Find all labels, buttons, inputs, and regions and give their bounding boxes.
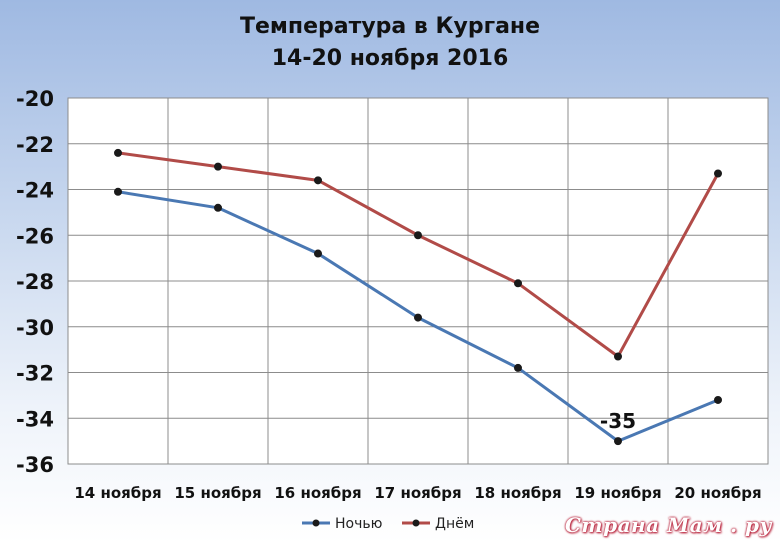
- data-point: [514, 279, 522, 288]
- y-tick-label: -26: [16, 224, 54, 248]
- chart-title: Температура в Кургане: [239, 14, 541, 39]
- data-point: [214, 162, 222, 171]
- data-point: [114, 148, 122, 157]
- data-point: [714, 169, 722, 178]
- x-tick-label: 16 ноября: [274, 484, 361, 502]
- data-point: [114, 187, 122, 196]
- y-tick-label: -36: [16, 453, 54, 477]
- data-point: [314, 176, 322, 185]
- y-tick-label: -32: [16, 362, 54, 386]
- x-tick-label: 14 ноября: [74, 484, 161, 502]
- y-tick-label: -20: [16, 87, 54, 111]
- x-tick-label: 17 ноября: [374, 484, 461, 502]
- data-label: -35: [600, 409, 636, 433]
- data-point: [714, 395, 722, 404]
- data-point: [414, 231, 422, 240]
- legend-label: Днём: [435, 516, 474, 532]
- y-tick-label: -22: [16, 133, 54, 157]
- x-tick-label: 15 ноября: [174, 484, 261, 502]
- y-tick-label: -28: [16, 270, 54, 294]
- legend-label: Ночью: [335, 516, 383, 532]
- x-tick-label: 18 ноября: [474, 484, 561, 502]
- y-tick-label: -34: [16, 407, 54, 431]
- x-tick-label: 19 ноября: [574, 484, 661, 502]
- data-point: [414, 313, 422, 322]
- site-watermark: Страна Мам . ру: [565, 513, 772, 537]
- data-point: [314, 249, 322, 258]
- data-point: [614, 437, 622, 446]
- y-tick-label: -24: [16, 179, 54, 203]
- y-tick-label: -30: [16, 316, 54, 340]
- legend-marker: [312, 519, 320, 527]
- legend-marker: [412, 519, 420, 527]
- chart-subtitle: 14-20 ноября 2016: [271, 46, 509, 71]
- data-point: [214, 203, 222, 212]
- x-tick-label: 20 ноября: [674, 484, 761, 502]
- data-point: [614, 352, 622, 361]
- data-point: [514, 363, 522, 372]
